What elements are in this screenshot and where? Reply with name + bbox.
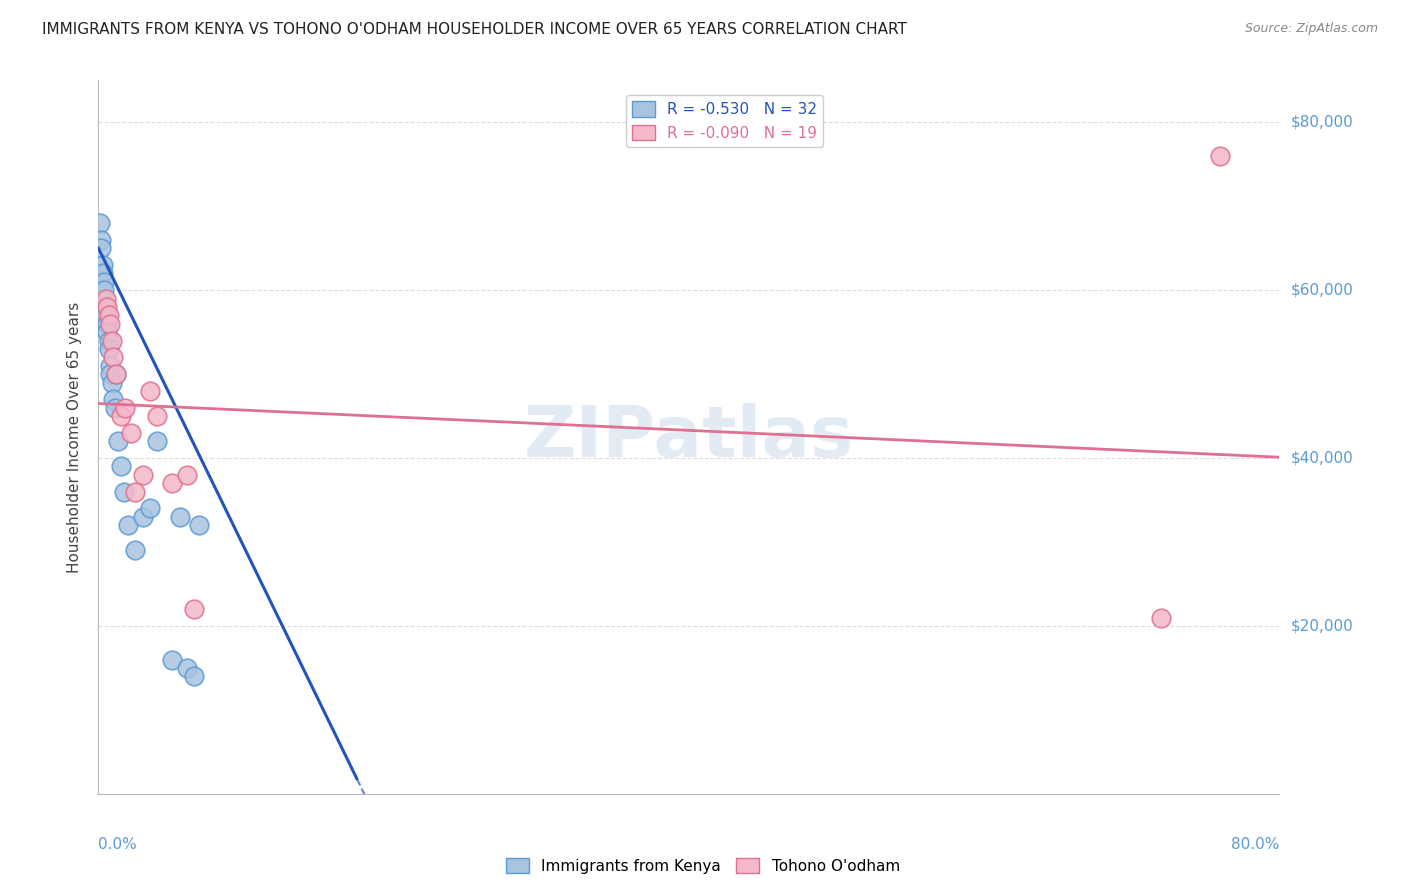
Text: $80,000: $80,000 [1291,115,1354,129]
Point [103,351,125,365]
Point [132,467,155,482]
Point [104,401,127,415]
Point [90,241,112,255]
Point [94,309,117,323]
Point [98,367,121,381]
Point [120,425,142,440]
Point [98,317,121,331]
Point [139,501,162,516]
Point [112,484,135,499]
Point [96,325,118,339]
Point [132,509,155,524]
Text: Source: ZipAtlas.com: Source: ZipAtlas.com [1244,22,1378,36]
Point [103,392,125,407]
Legend: R = -0.530   N = 32, R = -0.090   N = 19: R = -0.530 N = 32, R = -0.090 N = 19 [626,95,823,147]
Point [117,518,139,533]
Point [105,367,128,381]
Point [124,484,146,499]
Point [96,300,118,314]
Point [183,602,205,616]
Text: $60,000: $60,000 [1291,283,1354,298]
Point [105,367,128,381]
Text: $20,000: $20,000 [1291,618,1354,633]
Point [146,409,169,423]
Text: 0.0%: 0.0% [98,837,138,852]
Point [91,258,114,272]
Point [100,376,122,390]
Point [124,543,146,558]
Point [94,292,117,306]
Point [89,216,111,230]
Point [93,283,115,297]
Text: ZIPatlas: ZIPatlas [524,402,853,472]
Point [146,434,169,449]
Point [90,233,112,247]
Point [169,509,191,524]
Y-axis label: Householder Income Over 65 years: Householder Income Over 65 years [67,301,83,573]
Point [162,476,183,491]
Point [139,384,162,398]
Point [100,334,122,348]
Point [1150,610,1173,624]
Point [98,359,121,373]
Point [97,309,120,323]
Text: IMMIGRANTS FROM KENYA VS TOHONO O'ODHAM HOUSEHOLDER INCOME OVER 65 YEARS CORRELA: IMMIGRANTS FROM KENYA VS TOHONO O'ODHAM … [42,22,907,37]
Point [94,300,117,314]
Point [183,669,205,683]
Point [93,275,115,289]
Point [176,467,198,482]
Text: $40,000: $40,000 [1291,450,1354,466]
Point [97,334,120,348]
Text: 80.0%: 80.0% [1232,837,1279,852]
Point [97,342,120,356]
Point [114,401,136,415]
Point [187,518,209,533]
Point [91,266,114,280]
Point [162,652,183,666]
Point [107,434,129,449]
Point [110,459,132,474]
Point [96,317,118,331]
Point [1209,149,1232,163]
Legend: Immigrants from Kenya, Tohono O'odham: Immigrants from Kenya, Tohono O'odham [501,852,905,880]
Point [110,409,132,423]
Point [176,661,198,675]
